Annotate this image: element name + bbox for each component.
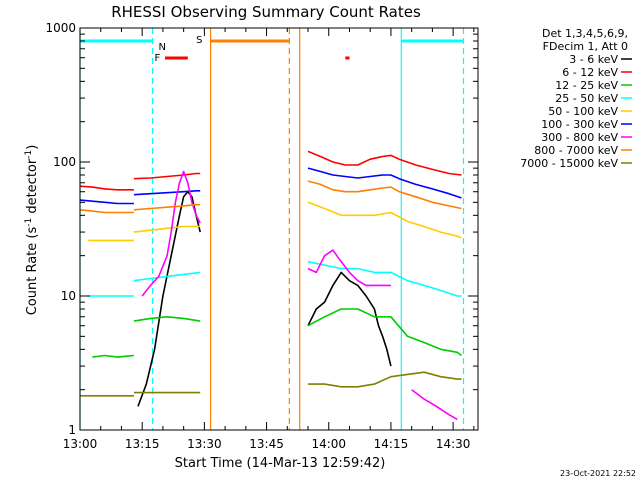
- y-axis-label-mid: detector: [25, 158, 40, 218]
- series-6-segment-2: [411, 389, 458, 421]
- series-2-segment-2: [307, 308, 462, 357]
- y-axis-label: Count Rate (s-1 detector-1): [24, 145, 40, 316]
- flag-label-s: S: [196, 35, 202, 46]
- series-8-segment-2: [308, 371, 462, 388]
- x-axis-label: Start Time (14-Mar-13 12:59:42): [175, 456, 386, 471]
- y-axis-label-sup1: -1: [24, 218, 34, 227]
- series-5-segment-1: [133, 190, 201, 196]
- series-5-segment-2: [307, 167, 462, 199]
- plot-frame: [79, 27, 479, 431]
- series-2-segment-0: [92, 354, 134, 358]
- series-7-segment-0: [79, 209, 134, 214]
- series-4-segment-1: [133, 225, 201, 233]
- legend-entry-0: 3 - 6 keV: [569, 53, 618, 66]
- x-tick-label-3: 13:45: [249, 437, 284, 451]
- legend: Det 1,3,4,5,6,9,FDecim 1, Att 03 - 6 keV…: [520, 27, 632, 170]
- legend-entry-6: 300 - 800 keV: [541, 131, 618, 144]
- series-6-segment-1: [307, 249, 391, 287]
- legend-header-1: FDecim 1, Att 0: [543, 40, 628, 53]
- flag-label-n: N: [159, 42, 166, 53]
- legend-entry-4: 50 - 100 keV: [548, 105, 618, 118]
- axes: 13:00 13:15 13:30 13:45 14:00 14:15 14:30 1 10 10…: [45, 21, 479, 451]
- x-tick-label-2: 13:30: [187, 437, 222, 451]
- chart-title: RHESSI Observing Summary Count Rates: [111, 3, 421, 21]
- x-tick-label-5: 14:15: [374, 437, 409, 451]
- x-tick-label-4: 14:00: [311, 437, 346, 451]
- series-0-segment-1: [307, 271, 392, 367]
- legend-entry-3: 25 - 50 keV: [555, 92, 618, 105]
- flag-label-f: F: [155, 53, 161, 64]
- series-1-segment-1: [133, 172, 201, 180]
- legend-entry-7: 800 - 7000 keV: [534, 144, 618, 157]
- series-3-segment-1: [133, 271, 201, 282]
- legend-entry-5: 100 - 300 keV: [541, 118, 618, 131]
- x-tick-label-6: 14:30: [436, 437, 471, 451]
- footer-timestamp: 23-Oct-2021 22:52: [560, 469, 636, 478]
- legend-entry-1: 6 - 12 keV: [562, 66, 618, 79]
- y-tick-label-0: 1: [68, 423, 76, 437]
- y-axis-label-end: ): [25, 145, 40, 150]
- series-5-segment-0: [79, 199, 134, 205]
- series-2-segment-1: [133, 315, 201, 322]
- legend-entry-2: 12 - 25 keV: [555, 79, 618, 92]
- series-7-segment-1: [133, 203, 201, 211]
- series-3-segment-2: [307, 261, 462, 297]
- legend-entry-8: 7000 - 15000 keV: [520, 157, 618, 170]
- series-0-segment-0: [137, 190, 201, 407]
- series-7-segment-2: [307, 180, 462, 210]
- series-1-segment-0: [79, 185, 134, 191]
- legend-header-0: Det 1,3,4,5,6,9,: [542, 27, 628, 40]
- y-axis-label-sup2: -1: [24, 150, 34, 159]
- x-tick-label-1: 13:15: [125, 437, 160, 451]
- series-6-segment-0: [141, 170, 201, 297]
- y-tick-label-3: 1000: [45, 21, 76, 35]
- series-1-segment-2: [307, 150, 462, 176]
- series-4-segment-2: [307, 201, 462, 239]
- y-tick-label-2: 100: [53, 155, 76, 169]
- x-tick-label-0: 13:00: [63, 437, 98, 451]
- flag-group: N S F: [79, 28, 465, 430]
- series-group: [79, 150, 462, 421]
- y-tick-label-1: 10: [61, 289, 76, 303]
- y-axis-label-main: Count Rate (s: [25, 227, 40, 316]
